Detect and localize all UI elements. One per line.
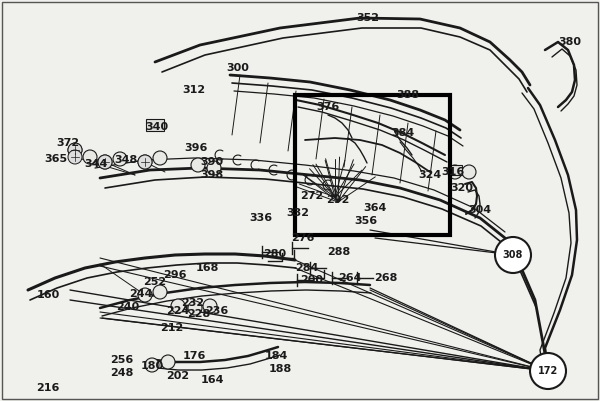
Circle shape bbox=[161, 355, 175, 369]
Circle shape bbox=[98, 155, 112, 169]
Text: 184: 184 bbox=[265, 351, 287, 361]
Text: 280: 280 bbox=[263, 249, 287, 259]
Text: 396: 396 bbox=[184, 143, 208, 153]
Circle shape bbox=[68, 143, 82, 157]
Text: 356: 356 bbox=[355, 216, 377, 226]
Circle shape bbox=[207, 161, 221, 175]
Text: 272: 272 bbox=[301, 191, 323, 201]
Text: 308: 308 bbox=[503, 250, 523, 260]
Text: 168: 168 bbox=[196, 263, 218, 273]
Text: 312: 312 bbox=[182, 85, 206, 95]
Circle shape bbox=[68, 150, 82, 164]
Text: 292: 292 bbox=[326, 195, 350, 205]
Text: 248: 248 bbox=[110, 368, 134, 378]
Text: 276: 276 bbox=[292, 233, 314, 243]
Text: 388: 388 bbox=[397, 90, 419, 100]
Text: 172: 172 bbox=[538, 366, 558, 376]
Text: 336: 336 bbox=[250, 213, 272, 223]
Text: 236: 236 bbox=[205, 306, 229, 316]
Circle shape bbox=[145, 358, 159, 372]
Text: 176: 176 bbox=[182, 351, 206, 361]
Circle shape bbox=[98, 155, 112, 169]
Text: 264: 264 bbox=[338, 273, 362, 283]
Circle shape bbox=[495, 237, 531, 273]
Text: 180: 180 bbox=[140, 361, 164, 371]
Bar bbox=[146, 119, 164, 131]
Circle shape bbox=[138, 155, 152, 169]
Circle shape bbox=[153, 151, 167, 165]
Text: 365: 365 bbox=[44, 154, 68, 164]
Text: 398: 398 bbox=[200, 170, 224, 180]
Text: 344: 344 bbox=[85, 159, 107, 169]
Circle shape bbox=[138, 288, 152, 302]
Text: 296: 296 bbox=[163, 270, 187, 280]
Text: 380: 380 bbox=[559, 37, 581, 47]
Circle shape bbox=[113, 152, 127, 166]
Text: 252: 252 bbox=[143, 277, 167, 287]
Text: 200: 200 bbox=[301, 275, 323, 285]
Circle shape bbox=[188, 301, 202, 315]
Text: 256: 256 bbox=[110, 355, 134, 365]
Text: 288: 288 bbox=[328, 247, 350, 257]
Text: 316: 316 bbox=[442, 167, 464, 177]
Text: 300: 300 bbox=[227, 63, 250, 73]
Text: 284: 284 bbox=[295, 263, 319, 273]
Text: 364: 364 bbox=[364, 203, 386, 213]
Text: 376: 376 bbox=[316, 102, 340, 112]
Circle shape bbox=[83, 150, 97, 164]
Text: 348: 348 bbox=[115, 155, 137, 165]
Text: 332: 332 bbox=[287, 208, 310, 218]
Text: 202: 202 bbox=[166, 371, 190, 381]
Circle shape bbox=[530, 353, 566, 389]
Text: 188: 188 bbox=[268, 364, 292, 374]
Circle shape bbox=[191, 158, 205, 172]
Bar bbox=[448, 165, 462, 175]
Text: 304: 304 bbox=[469, 205, 491, 215]
Text: 240: 240 bbox=[116, 302, 140, 312]
Text: 212: 212 bbox=[160, 323, 184, 333]
Circle shape bbox=[171, 299, 185, 313]
Bar bbox=[295, 95, 450, 235]
Circle shape bbox=[448, 165, 462, 179]
Text: 352: 352 bbox=[356, 13, 380, 23]
Text: 268: 268 bbox=[374, 273, 398, 283]
Text: 228: 228 bbox=[187, 309, 211, 319]
Text: 216: 216 bbox=[37, 383, 59, 393]
Text: 384: 384 bbox=[391, 128, 415, 138]
Text: 320: 320 bbox=[451, 183, 473, 193]
Text: 224: 224 bbox=[166, 306, 190, 316]
Text: 372: 372 bbox=[56, 138, 80, 148]
Circle shape bbox=[203, 299, 217, 313]
Text: 232: 232 bbox=[181, 298, 205, 308]
Circle shape bbox=[153, 285, 167, 299]
Text: 390: 390 bbox=[200, 157, 224, 167]
Text: 324: 324 bbox=[418, 170, 442, 180]
Circle shape bbox=[462, 165, 476, 179]
Circle shape bbox=[138, 155, 152, 169]
Circle shape bbox=[68, 143, 82, 157]
Text: 160: 160 bbox=[37, 290, 59, 300]
Text: 340: 340 bbox=[145, 122, 169, 132]
Text: 244: 244 bbox=[129, 289, 153, 299]
Text: 164: 164 bbox=[200, 375, 224, 385]
